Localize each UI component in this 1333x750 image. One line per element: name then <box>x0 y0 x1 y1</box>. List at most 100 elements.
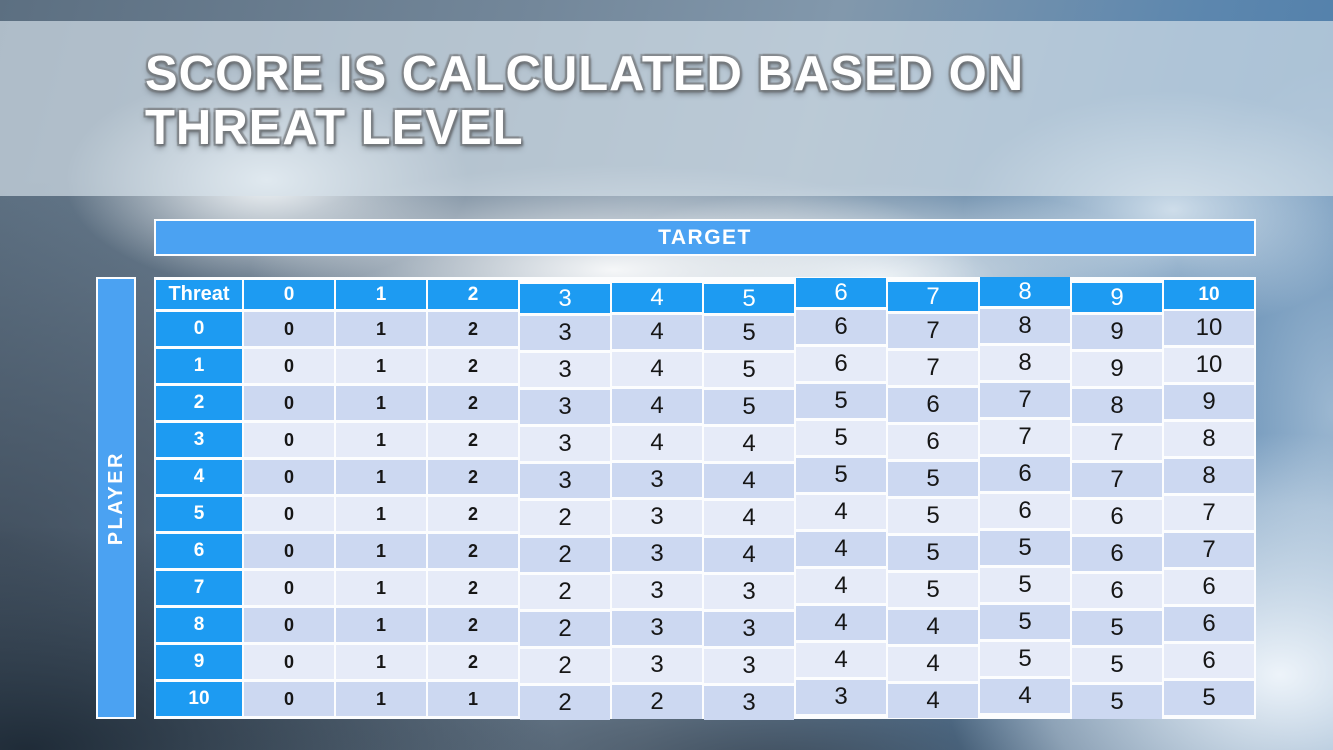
score-cell: 4 <box>888 647 978 681</box>
header-row: Threat 0 1 2 3 4 5 6 7 8 9 10 <box>156 277 1254 313</box>
score-cell: 5 <box>980 568 1070 602</box>
score-cell: 5 <box>1072 648 1162 682</box>
score-cell: 10 <box>1164 311 1254 345</box>
score-cell: 8 <box>1164 459 1254 493</box>
score-cell: 7 <box>980 420 1070 454</box>
score-cell: 3 <box>704 612 794 646</box>
score-cell: 6 <box>796 310 886 344</box>
row-label-3: 3 <box>156 423 242 457</box>
score-cell: 2 <box>428 349 518 383</box>
score-cell: 6 <box>888 388 978 422</box>
column-header-8: 8 <box>980 277 1070 306</box>
score-cell: 3 <box>796 680 886 714</box>
score-cell: 4 <box>888 610 978 644</box>
score-cell: 2 <box>428 645 518 679</box>
score-table-header: Threat 0 1 2 3 4 5 6 7 8 9 10 <box>156 277 1254 313</box>
score-cell: 5 <box>888 462 978 496</box>
score-cell: 0 <box>244 423 334 457</box>
score-cell: 3 <box>612 611 702 645</box>
score-cell: 6 <box>1072 500 1162 534</box>
score-cell: 6 <box>796 347 886 381</box>
score-cell: 0 <box>244 534 334 568</box>
score-cell: 2 <box>428 571 518 605</box>
score-cell: 1 <box>336 534 426 568</box>
row-label-7: 7 <box>156 571 242 605</box>
target-axis-label: TARGET <box>658 225 752 249</box>
row-label-0: 0 <box>156 312 242 346</box>
score-cell: 5 <box>796 458 886 492</box>
score-cell: 5 <box>704 316 794 350</box>
row-label-5: 5 <box>156 497 242 531</box>
score-cell: 6 <box>1164 607 1254 641</box>
score-table-body: 0 0 1 2 3 4 5 6 7 8 9 10 1 0 1 2 3 4 5 6 7 8 9 10 2 0 1 2 3 4 5 5 6 7 8 9 3 0… <box>156 309 1254 720</box>
score-cell: 1 <box>336 497 426 531</box>
score-cell: 3 <box>704 686 794 720</box>
score-cell: 2 <box>520 575 610 609</box>
score-cell: 10 <box>1164 348 1254 382</box>
score-cell: 4 <box>612 426 702 460</box>
score-cell: 4 <box>796 606 886 640</box>
score-cell: 3 <box>612 463 702 497</box>
score-cell: 3 <box>704 649 794 683</box>
score-cell: 9 <box>1072 315 1162 349</box>
score-cell: 4 <box>796 643 886 677</box>
score-cell: 9 <box>1072 352 1162 386</box>
score-cell: 4 <box>796 569 886 603</box>
table-row: 10 0 1 1 2 2 3 3 4 4 5 5 <box>156 679 1254 720</box>
score-cell: 1 <box>336 386 426 420</box>
row-label-6: 6 <box>156 534 242 568</box>
column-header-9: 9 <box>1072 283 1162 312</box>
score-cell: 4 <box>704 464 794 498</box>
row-label-9: 9 <box>156 645 242 679</box>
score-cell: 5 <box>1164 681 1254 715</box>
score-cell: 0 <box>244 386 334 420</box>
score-cell: 1 <box>336 460 426 494</box>
score-cell: 3 <box>612 500 702 534</box>
score-cell: 3 <box>612 648 702 682</box>
score-cell: 3 <box>612 574 702 608</box>
score-matrix-table: Threat 0 1 2 3 4 5 6 7 8 9 10 0 0 1 2 3 4 5 6 7 8 9 10 1 0 1 2 3 4 5… <box>154 277 1256 720</box>
score-cell: 5 <box>980 642 1070 676</box>
title-band <box>0 21 1333 196</box>
score-cell: 3 <box>520 353 610 387</box>
score-cell: 4 <box>704 501 794 535</box>
score-cell: 7 <box>980 383 1070 417</box>
score-cell: 7 <box>888 314 978 348</box>
score-cell: 7 <box>1164 496 1254 530</box>
score-cell: 6 <box>980 494 1070 528</box>
score-cell: 2 <box>612 685 702 719</box>
score-cell: 1 <box>336 423 426 457</box>
score-cell: 2 <box>428 423 518 457</box>
table-row: 0 0 1 2 3 4 5 6 7 8 9 10 <box>156 309 1254 350</box>
column-header-6: 6 <box>796 278 886 307</box>
score-cell: 6 <box>1072 537 1162 571</box>
slide-title: SCORE IS CALCULATED BASED ON THREAT LEVE… <box>145 47 1024 155</box>
score-cell: 2 <box>520 612 610 646</box>
score-cell: 0 <box>244 682 334 716</box>
score-cell: 5 <box>980 531 1070 565</box>
corner-cell-threat: Threat <box>156 280 242 309</box>
score-cell: 2 <box>428 534 518 568</box>
column-header-7: 7 <box>888 282 978 311</box>
score-cell: 5 <box>796 421 886 455</box>
row-label-4: 4 <box>156 460 242 494</box>
score-cell: 2 <box>520 649 610 683</box>
score-cell: 8 <box>980 309 1070 343</box>
score-cell: 3 <box>520 390 610 424</box>
score-cell: 3 <box>704 575 794 609</box>
score-cell: 2 <box>520 538 610 572</box>
target-axis-banner: TARGET <box>154 219 1256 256</box>
column-header-1: 1 <box>336 280 426 309</box>
column-header-10: 10 <box>1164 280 1254 309</box>
score-cell: 1 <box>336 608 426 642</box>
column-header-4: 4 <box>612 283 702 312</box>
score-cell: 7 <box>1072 426 1162 460</box>
player-axis-label: PLAYER <box>104 450 127 546</box>
score-cell: 2 <box>520 686 610 720</box>
score-cell: 9 <box>1164 385 1254 419</box>
slide-title-line1: SCORE IS CALCULATED BASED ON <box>145 47 1025 101</box>
